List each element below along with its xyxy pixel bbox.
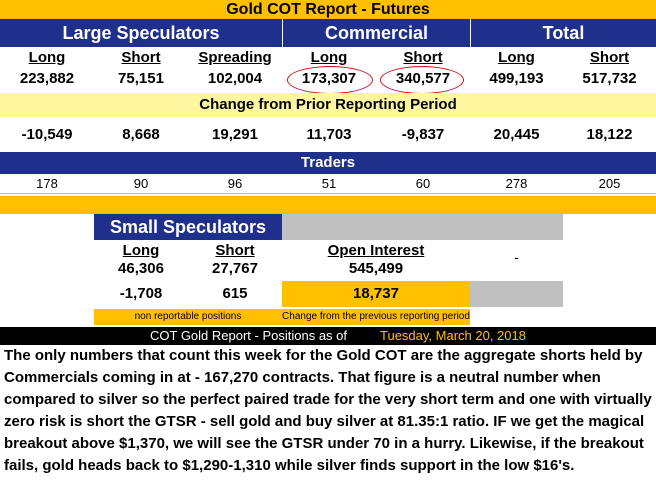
pos-large-long: 223,882 xyxy=(19,70,75,87)
highlight-circle-commercial-short xyxy=(380,66,464,94)
change-note: Change from the previous reporting perio… xyxy=(282,309,470,325)
open-interest-label: Open Interest xyxy=(327,242,425,259)
small-long-label: Long xyxy=(122,242,160,259)
traders-large-short: 90 xyxy=(133,176,149,191)
highlight-circle-commercial-long xyxy=(287,66,373,94)
commentary-text: The only numbers that count this week fo… xyxy=(4,347,652,474)
pos-total-short: 517,732 xyxy=(582,70,637,87)
chg-large-short: 8,668 xyxy=(122,126,160,143)
chg-total-short: 18,122 xyxy=(586,126,633,143)
col-total-short: Short xyxy=(589,49,630,66)
small-header-gray-1 xyxy=(282,214,470,240)
change-header: Change from Prior Reporting Period xyxy=(0,93,656,117)
traders-row: 178 90 96 51 60 278 205 xyxy=(0,174,656,194)
traders-total-short: 205 xyxy=(598,176,621,191)
col-large-spreading: Spreading xyxy=(198,49,272,66)
chg-large-long: -10,549 xyxy=(21,126,73,143)
traders-header: Traders xyxy=(0,152,656,174)
footer-bar: COT Gold Report - Positions as of Tuesda… xyxy=(0,327,656,345)
small-short-change: 615 xyxy=(222,285,248,302)
chg-large-spreading: 19,291 xyxy=(212,126,258,143)
chg-commercial-short: -9,837 xyxy=(401,126,445,143)
small-change-gray xyxy=(470,281,563,307)
pos-total-long: 499,193 xyxy=(489,70,544,87)
chg-total-long: 20,445 xyxy=(493,126,540,143)
small-long-change: -1,708 xyxy=(119,285,163,302)
open-interest-change: 18,737 xyxy=(282,281,470,307)
pos-large-short: 75,151 xyxy=(118,70,164,87)
group-total: Total xyxy=(470,19,656,47)
col-large-short: Short xyxy=(121,49,161,66)
report-title: Gold COT Report - Futures xyxy=(0,0,656,19)
small-dash: - xyxy=(514,249,519,265)
footer-label: COT Gold Report - Positions as of xyxy=(150,328,348,343)
pos-large-spreading: 102,004 xyxy=(207,70,263,87)
traders-total-long: 278 xyxy=(505,176,528,191)
small-short-label: Short xyxy=(215,242,255,259)
separator-band xyxy=(0,196,656,214)
group-commercial: Commercial xyxy=(282,19,470,47)
small-long-value: 46,306 xyxy=(118,260,164,277)
group-large-speculators: Large Speculators xyxy=(0,19,282,47)
traders-large-spreading: 96 xyxy=(227,176,243,191)
col-large-long: Long xyxy=(28,49,66,66)
traders-large-long: 178 xyxy=(36,176,58,191)
col-commercial-long: Long xyxy=(310,49,348,66)
small-values-area: Long Short Open Interest 46,306 27,767 5… xyxy=(94,240,470,278)
traders-commercial-short: 60 xyxy=(415,176,431,191)
small-short-value: 27,767 xyxy=(212,260,258,277)
col-total-long: Long xyxy=(498,49,535,66)
chg-commercial-long: 11,703 xyxy=(306,126,352,143)
small-speculators-header: Small Speculators xyxy=(94,214,282,240)
footer-date: Tuesday, March 20, 2018 xyxy=(380,328,526,343)
open-interest-value: 545,499 xyxy=(348,260,404,277)
nonreportable-note: non reportable positions xyxy=(94,309,282,325)
small-header-gray-2 xyxy=(470,214,563,240)
traders-commercial-long: 51 xyxy=(321,176,337,191)
col-commercial-short: Short xyxy=(403,49,443,66)
